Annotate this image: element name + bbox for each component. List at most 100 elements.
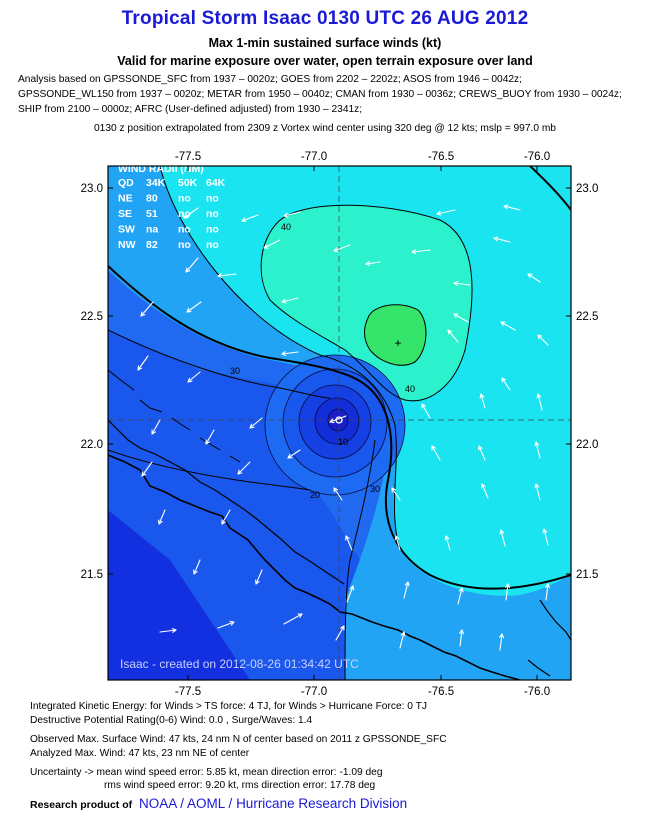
contour-label: 30 — [370, 484, 380, 494]
wind-arrow — [505, 583, 511, 601]
analysis-line: SHIP from 2100 – 0000z; AFRC (User-defin… — [18, 104, 363, 115]
max-wind-marker: + — [394, 336, 401, 350]
wind-radii-cell: NE — [118, 193, 133, 205]
wind-arrow — [217, 620, 235, 629]
wind-arrow — [478, 445, 486, 461]
wind-arrow — [263, 239, 281, 249]
wind-arrow — [453, 313, 469, 323]
contour-label: 40 — [405, 384, 415, 394]
coastline-east — [527, 599, 571, 677]
analyzed-max-line: Analyzed Max. Wind: 47 kts, 23 nm NE of … — [30, 748, 250, 759]
wind-arrow — [287, 449, 301, 459]
wind-arrow — [534, 441, 541, 459]
lon-tick-label-bottom: -76.0 — [524, 686, 550, 695]
contour-line-max — [364, 304, 427, 366]
wind-arrow — [399, 631, 406, 649]
wind-arrow — [185, 257, 199, 273]
wind-radii-cell: na — [146, 224, 158, 236]
lon-tick-label-top: -77.0 — [301, 151, 327, 163]
contour-label: 40 — [281, 222, 291, 232]
research-credit: Research product of NOAA / AOML / Hurric… — [30, 796, 407, 811]
axis-tick-labels: -77.5 -77.5 -77.0 -77.0 -76.5 -76.5 -76.0 -76.0… — [81, 151, 599, 695]
map-frame — [107, 165, 572, 681]
wind-arrow — [183, 207, 199, 219]
lat-tick-label-left: 23.0 — [81, 183, 103, 195]
wind-arrow — [140, 301, 154, 317]
wind-arrow — [141, 461, 153, 477]
contour-line-40-west — [159, 166, 401, 551]
wind-arrow — [447, 329, 459, 343]
wind-arrow — [283, 211, 301, 218]
wind-arrow — [436, 209, 456, 216]
wind-arrow — [221, 509, 231, 525]
lat-tick-label-right: 21.5 — [576, 569, 598, 581]
wind-arrow — [503, 204, 521, 211]
coastline-cays — [108, 369, 241, 463]
destructive-potential-line: Destructive Potential Rating(0-6) Wind: … — [30, 715, 313, 726]
wind-arrow — [479, 393, 486, 409]
wind-arrow — [137, 355, 149, 371]
contour-fill-max — [364, 304, 426, 366]
wind-arrow — [457, 587, 464, 605]
coastline-cuba-inner — [108, 419, 345, 585]
wind-arrow — [459, 629, 465, 647]
uncertainty-line: Uncertainty -> mean wind speed error: 5.… — [30, 767, 383, 778]
contour-label: 10 — [338, 437, 348, 447]
wind-arrow — [365, 261, 381, 266]
wind-arrow — [217, 273, 237, 279]
wind-radii-cell: no — [206, 208, 219, 220]
wind-arrow — [345, 535, 353, 551]
wind-arrow — [151, 419, 161, 435]
wind-radii-cell: NW — [118, 239, 136, 251]
wind-radii-cell: no — [206, 193, 219, 205]
wind-radii-table: WIND RADII (NM) QD 34K 50K 64K NE 80 no no SE 51 n… — [118, 163, 226, 251]
map-subtitle: Max 1-min sustained surface winds (kt) — [208, 36, 442, 50]
contour-label: 30 — [230, 366, 240, 376]
lon-tick-label-top: -76.0 — [524, 151, 550, 163]
wind-arrow — [249, 417, 263, 429]
wind-arrow — [493, 236, 511, 243]
wind-radii-cell: no — [206, 239, 219, 251]
wind-arrow — [391, 487, 401, 501]
analysis-line: Analysis based on GPSSONDE_SFC from 1937… — [18, 74, 522, 85]
wind-arrow — [159, 627, 177, 633]
research-label: Research product of — [30, 799, 133, 811]
contour-line-34kt — [108, 265, 571, 590]
lat-tick-label-left: 22.0 — [81, 439, 103, 451]
wind-arrow — [444, 535, 451, 551]
contour-label: 20 — [310, 490, 320, 500]
lat-tick-label-right: 23.0 — [576, 183, 598, 195]
wind-radii-cell: 80 — [146, 193, 158, 205]
rms-error-line: rms wind speed error: 9.20 kt, rms direc… — [104, 780, 376, 791]
org-link[interactable]: NOAA / AOML / Hurricane Research Divisio… — [139, 796, 408, 811]
wind-radii-cell: 82 — [146, 239, 158, 251]
map-title: Tropical Storm Isaac 0130 UTC 26 AUG 201… — [121, 8, 529, 29]
wind-arrow — [421, 403, 431, 419]
contour-line-40 — [260, 204, 473, 402]
wind-arrow — [187, 371, 201, 383]
lat-tick-label-left: 22.5 — [81, 311, 103, 323]
wind-radii-cell: no — [178, 239, 191, 251]
wind-arrow — [333, 244, 351, 253]
wind-arrow — [237, 461, 251, 475]
wind-arrow — [545, 583, 551, 601]
creation-stamp: Isaac - created on 2012-08-26 01:34:42 U… — [120, 657, 359, 671]
wind-arrow — [281, 351, 299, 357]
wind-arrow — [499, 633, 505, 651]
lon-tick-label-top: -76.5 — [428, 151, 454, 163]
contour-line-34kt-ne — [529, 166, 571, 211]
lon-tick-label-top: -77.5 — [175, 151, 201, 163]
wind-radii-header: 50K — [178, 177, 198, 189]
wind-arrow — [411, 249, 431, 255]
wind-arrow — [255, 569, 263, 585]
wind-radii-header: 64K — [206, 177, 226, 189]
wind-radii-cell: 51 — [146, 208, 158, 220]
wind-arrow — [534, 483, 541, 501]
wind-arrow — [394, 535, 401, 551]
ike-line: Integrated Kinetic Energy: for Winds > T… — [30, 701, 427, 712]
wind-arrow — [329, 415, 347, 424]
wind-arrow — [403, 581, 410, 599]
wind-radii-title: WIND RADII (NM) — [118, 163, 204, 175]
wind-arrow — [499, 529, 506, 547]
wind-arrow — [537, 334, 549, 346]
